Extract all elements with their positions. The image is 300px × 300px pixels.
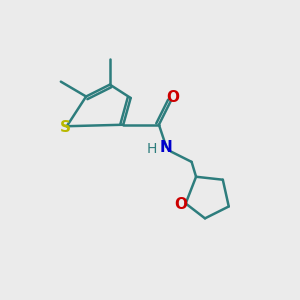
Text: O: O [166,91,179,106]
Text: S: S [60,120,71,135]
Text: H: H [146,142,157,156]
Text: N: N [160,140,173,154]
Text: O: O [175,197,188,212]
